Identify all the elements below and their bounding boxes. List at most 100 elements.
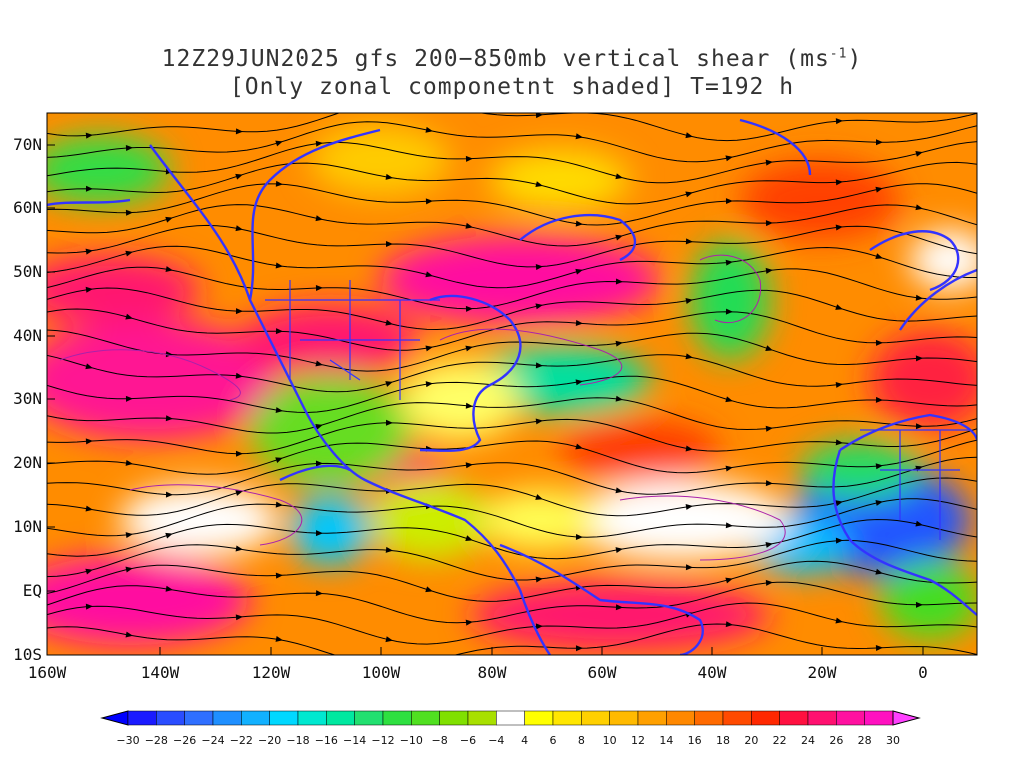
streamline-arrow	[535, 303, 543, 310]
streamline-arrow	[275, 457, 283, 464]
streamline-arrow	[615, 234, 623, 241]
lat-label: 70N	[13, 135, 42, 154]
streamline-arrow	[125, 631, 133, 638]
streamline-arrow	[85, 438, 93, 445]
streamline-arrow	[615, 340, 623, 347]
colorbar-left-arrow	[100, 710, 129, 726]
streamline-arrow	[125, 144, 133, 151]
streamlines	[47, 113, 977, 655]
lat-label: 40N	[13, 326, 42, 345]
streamline-arrow	[275, 262, 283, 269]
colorbar-swatch	[127, 710, 157, 726]
streamline-arrow	[165, 532, 173, 539]
lon-label: 120W	[252, 663, 291, 682]
colorbar-label: −22	[230, 734, 253, 747]
colorbar-swatch	[326, 710, 355, 726]
colorbar-label: 24	[801, 734, 815, 747]
streamline-arrow	[725, 522, 733, 529]
streamline-arrow	[575, 645, 583, 652]
colorbar-swatch	[241, 710, 270, 726]
colorbar-label: 16	[688, 734, 702, 747]
streamline-arrow	[235, 173, 243, 180]
streamline-arrow	[385, 173, 393, 180]
streamline-arrow	[85, 505, 93, 512]
colorbar-swatch	[467, 710, 497, 726]
streamline-arrow	[235, 225, 243, 232]
lon-label: 60W	[588, 663, 617, 682]
plot-area	[47, 113, 977, 655]
streamline-arrow	[465, 619, 473, 626]
colorbar-swatch	[807, 710, 837, 726]
streamline	[47, 518, 977, 560]
streamline-arrow	[275, 407, 283, 414]
streamline-arrow	[165, 415, 173, 422]
streamline-arrow	[85, 132, 93, 139]
streamline-arrow	[125, 459, 133, 466]
streamline-arrow	[915, 520, 923, 527]
chart-title-line-2: [Only zonal componetnt shaded] T=192 h	[229, 74, 795, 100]
streamline-arrow	[915, 423, 923, 430]
colorbar-label: −8	[432, 734, 448, 747]
streamline-arrow	[125, 395, 133, 402]
streamline-arrow	[915, 294, 923, 301]
lon-label: 80W	[478, 663, 507, 682]
streamline-arrow	[835, 617, 843, 624]
streamline-arrow	[575, 268, 583, 275]
colorbar-swatch	[779, 710, 809, 726]
longitude-axis: 160W 140W 120W 100W 80W 60W 40W 20W 0	[28, 647, 928, 682]
colorbar-label: −20	[258, 734, 281, 747]
colorbar-label: −6	[460, 734, 476, 747]
streamline-arrow	[725, 465, 733, 472]
colorbar-label: 14	[659, 734, 673, 747]
colorbar-label: 8	[578, 734, 585, 747]
colorbar-label: −24	[201, 734, 224, 747]
streamline-arrow	[725, 259, 733, 266]
streamline-arrow	[315, 530, 323, 537]
streamline-arrow	[125, 532, 133, 539]
streamline	[47, 245, 977, 289]
streamline	[47, 477, 977, 517]
streamline-arrow	[125, 313, 133, 320]
streamline	[47, 581, 977, 624]
streamline-arrow	[835, 439, 843, 446]
streamline-arrow	[915, 601, 923, 608]
streamline-arrow	[125, 566, 133, 573]
streamline-arrow	[275, 572, 283, 579]
coastlines	[47, 118, 977, 655]
streamline-arrow	[835, 500, 843, 507]
streamline-arrow	[385, 419, 393, 426]
streamline-arrow	[615, 487, 623, 494]
streamline-arrow	[385, 241, 393, 248]
political-boundaries	[265, 280, 970, 540]
streamline-arrow	[615, 278, 623, 285]
streamline	[47, 113, 977, 142]
streamline-arrow	[915, 355, 923, 362]
streamline-arrow	[725, 308, 733, 315]
streamline-arrow	[765, 425, 773, 432]
streamline-arrow	[465, 155, 473, 162]
streamline-arrow	[875, 463, 883, 470]
streamline-arrow	[425, 381, 433, 388]
streamline	[47, 602, 977, 645]
colorbar-label: −16	[315, 734, 338, 747]
colorbar-swatch	[694, 710, 724, 726]
streamline-arrow	[465, 345, 473, 352]
streamline	[47, 204, 977, 247]
streamline-arrow	[535, 623, 543, 630]
streamline-arrow	[85, 248, 93, 255]
colorbar-swatch	[524, 710, 554, 726]
streamline	[47, 623, 977, 655]
streamline-arrow	[465, 535, 473, 542]
streamline	[47, 418, 977, 455]
streamline-arrow	[125, 209, 133, 216]
streamline-arrow	[315, 215, 323, 222]
streamline-arrow	[315, 460, 323, 467]
colorbar-swatch	[184, 710, 214, 726]
streamline-arrow	[575, 443, 583, 450]
streamline-arrow	[465, 222, 473, 229]
title-prefix: 12Z29JUN2025 gfs 200−850mb vertical shea…	[161, 46, 830, 72]
streamline-arrow	[685, 132, 693, 139]
streamline-arrow	[875, 645, 883, 652]
streamline-arrow	[535, 494, 543, 500]
